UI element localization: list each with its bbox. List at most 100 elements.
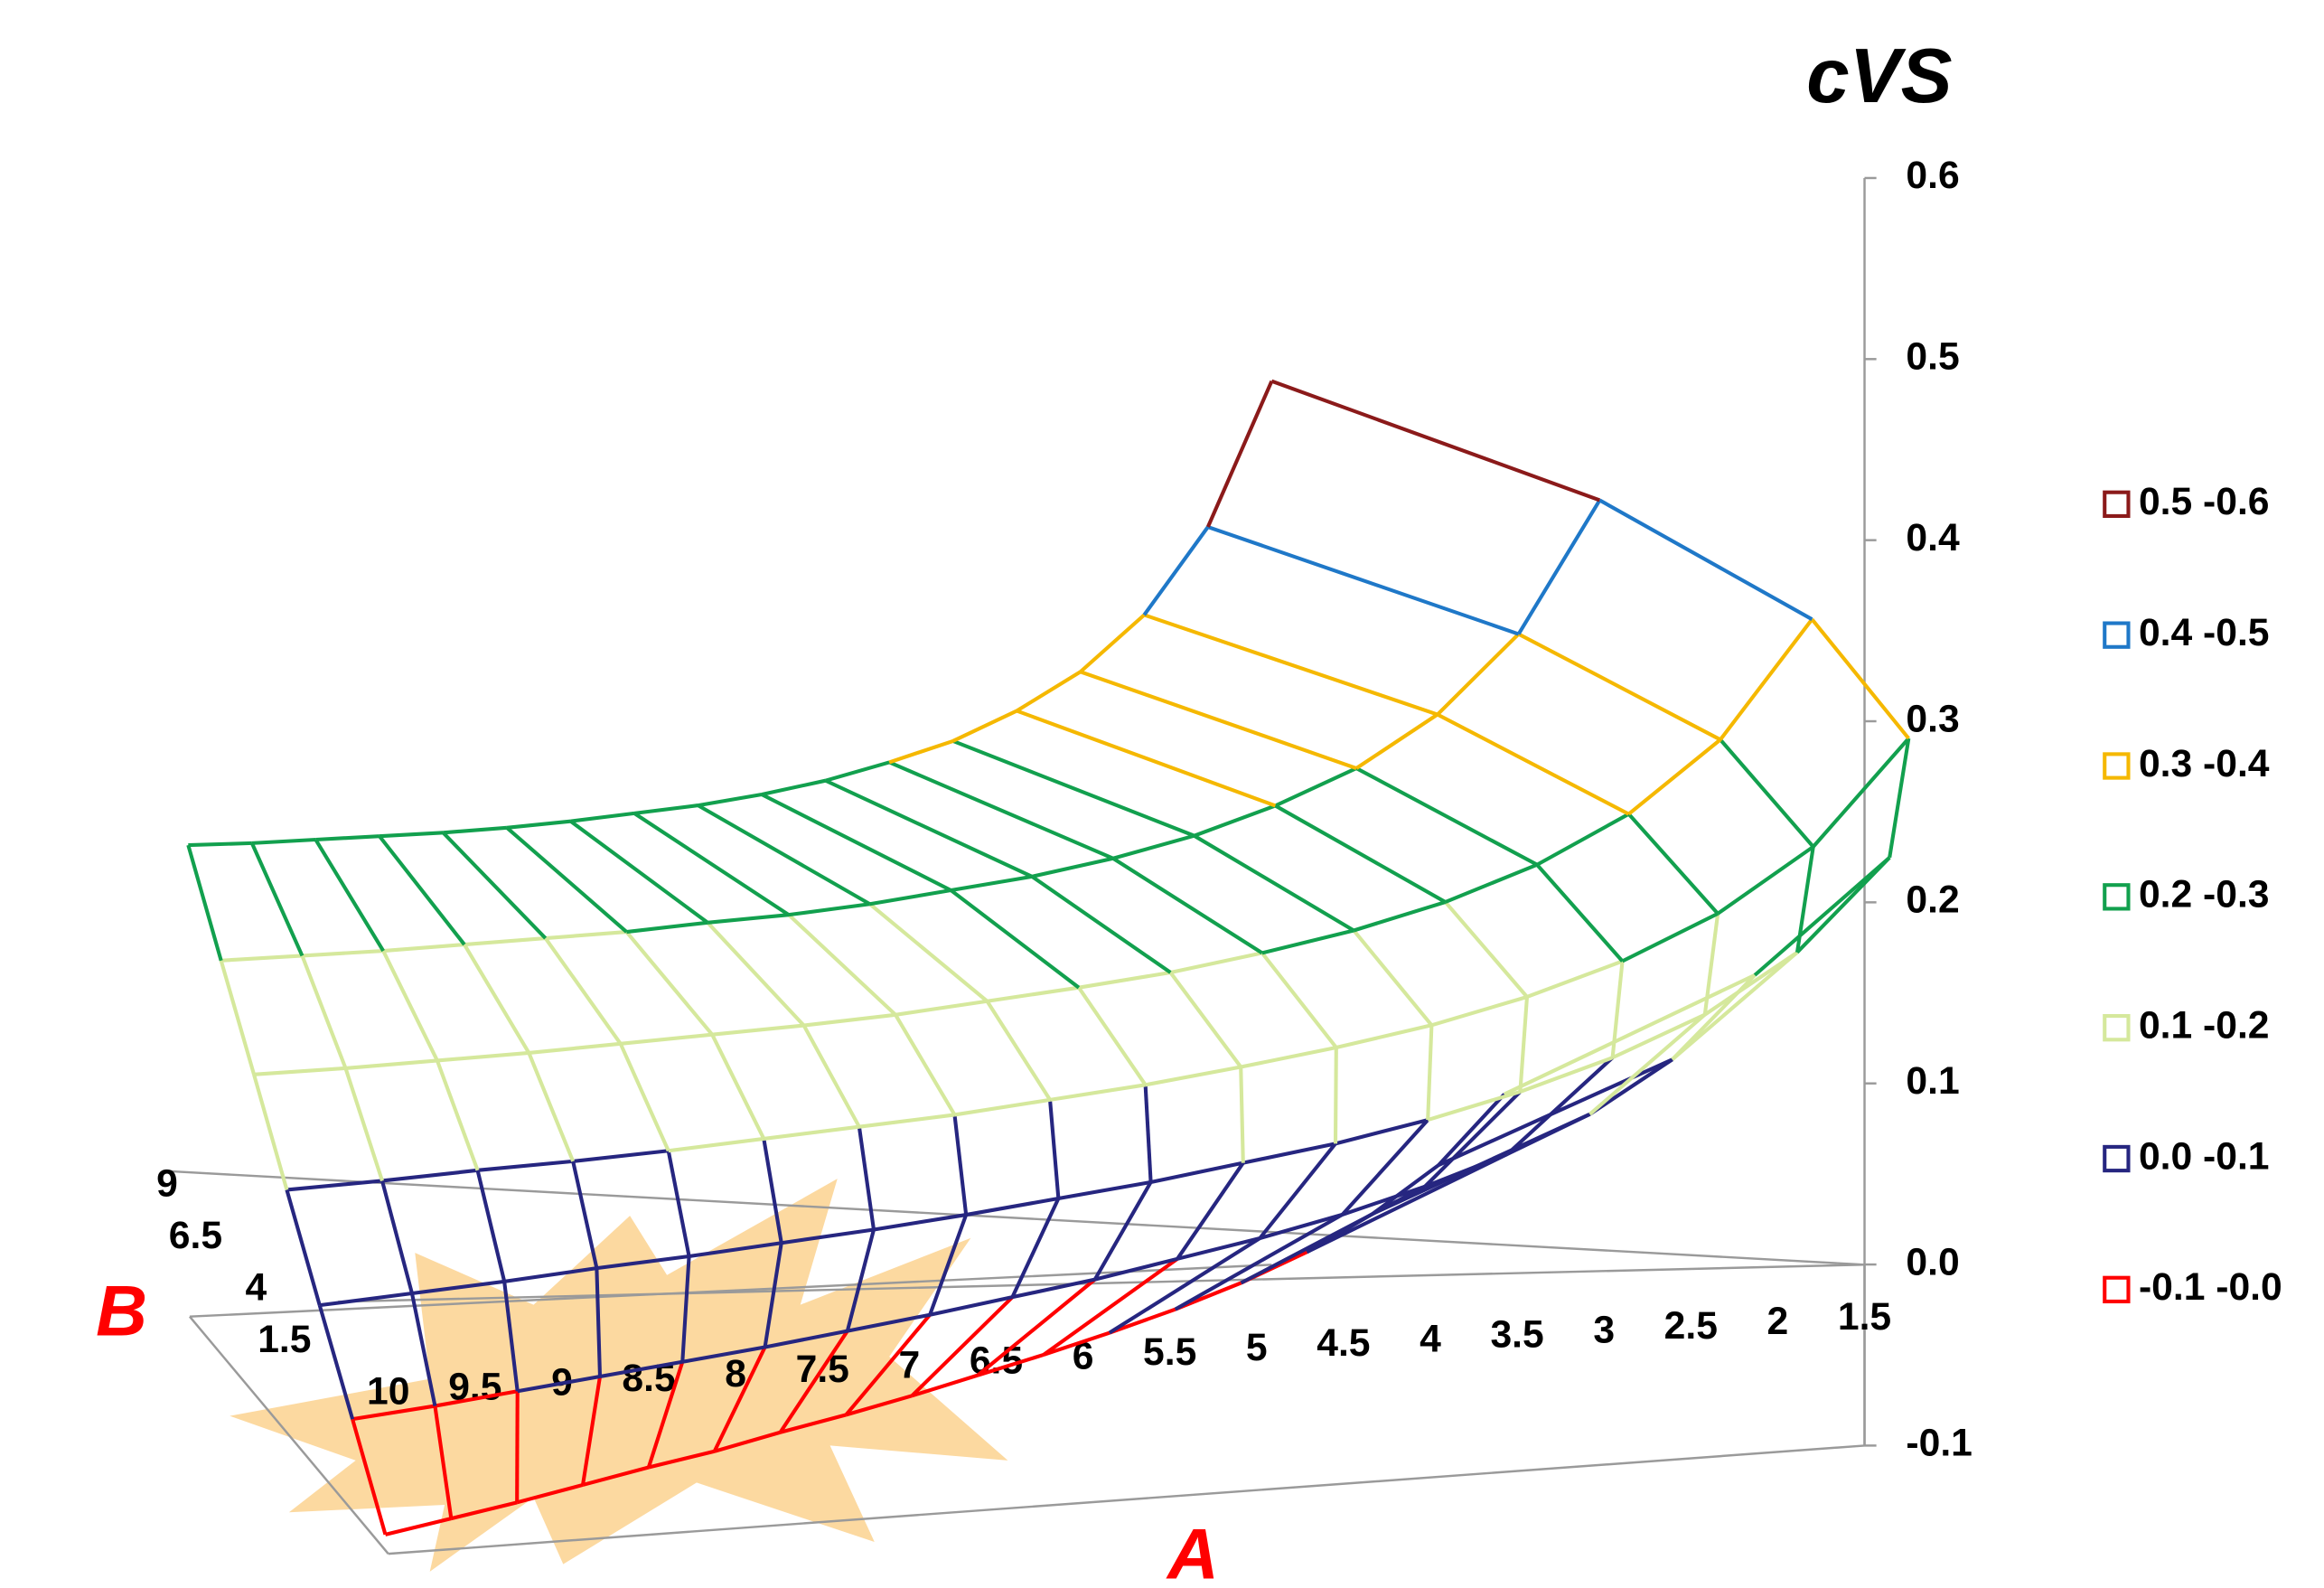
z-tick-label: 0.1 <box>1906 1059 1959 1103</box>
z-tick-label: 0.4 <box>1906 516 1960 559</box>
surface-segment <box>1425 1154 1507 1187</box>
x-tick-label: 3.5 <box>1490 1313 1543 1357</box>
surface-segment <box>895 1015 954 1115</box>
surface-segment <box>252 843 303 956</box>
surface-segment <box>1446 902 1527 997</box>
surface-segment <box>1335 1120 1428 1143</box>
surface-segment <box>1629 814 1719 914</box>
surface-segment <box>1527 961 1623 997</box>
surface-segment <box>951 877 1032 890</box>
y-tick-label: 4 <box>246 1265 267 1309</box>
surface-segment <box>712 1026 803 1035</box>
surface-segment <box>571 822 708 923</box>
surface-segment <box>464 944 529 1053</box>
x-tick-label: 4 <box>1420 1317 1441 1360</box>
surface-segment <box>1208 527 1519 634</box>
surface-segment <box>954 1114 966 1215</box>
surface-segment <box>1113 836 1195 859</box>
surface-segment <box>1050 1085 1146 1100</box>
surface-segment <box>302 951 383 955</box>
y-tick-label: 1.5 <box>258 1318 311 1361</box>
surface-segment <box>1262 930 1354 953</box>
legend-label: 0.3 -0.4 <box>2139 742 2270 785</box>
x-tick-label: 1.5 <box>1838 1295 1891 1339</box>
surface-segment <box>954 1100 1050 1115</box>
x-tick-label: 2.5 <box>1664 1304 1718 1348</box>
surface-segment <box>1537 814 1628 865</box>
surface-segment <box>546 938 621 1044</box>
surface-segment <box>1079 988 1146 1085</box>
surface-segment <box>951 890 1079 988</box>
legend-swatch <box>2104 754 2128 777</box>
surface-segment <box>546 932 627 938</box>
surface-segment <box>930 1297 1012 1315</box>
surface-segment <box>221 955 303 960</box>
surface-segment <box>1356 715 1438 768</box>
surface-segment <box>859 1114 955 1126</box>
surface-segment <box>1438 634 1519 715</box>
surface-segment <box>221 961 254 1075</box>
surface-segment <box>1507 1114 1589 1154</box>
surface-segment <box>1354 930 1431 1025</box>
surface-segment <box>634 805 698 813</box>
surface-segment <box>1195 805 1276 835</box>
surface-segment <box>188 843 252 845</box>
z-tick-label: 0.2 <box>1906 879 1959 922</box>
legend-label: -0.1 -0.0 <box>2139 1265 2282 1309</box>
surface-segment <box>1271 381 1599 501</box>
surface-segment <box>1705 953 1797 1015</box>
y-axis-label: B <box>96 1272 147 1351</box>
surface-segment <box>1629 739 1720 813</box>
surface-segment <box>345 1060 436 1067</box>
surface-segment <box>987 988 1078 1001</box>
surface-segment <box>464 938 546 944</box>
legend-swatch <box>2104 624 2128 647</box>
surface-segment <box>1146 1085 1151 1182</box>
z-tick-label: 0.0 <box>1906 1240 1959 1283</box>
x-tick-label: 4.5 <box>1317 1321 1370 1365</box>
surface-segment <box>573 1161 596 1268</box>
surface-segment <box>1170 973 1241 1067</box>
surface-segment <box>478 1161 574 1170</box>
surface-segment <box>188 845 220 961</box>
surface-segment <box>315 840 383 951</box>
surface-segment <box>302 955 345 1068</box>
surface-segment <box>383 944 464 951</box>
surface-segment <box>252 840 316 843</box>
surface-segment <box>874 1215 966 1229</box>
surface-segment <box>1438 715 1629 814</box>
z-tick-label: 0.5 <box>1906 335 1959 379</box>
surface-segment <box>1354 902 1445 930</box>
surface-segment <box>712 1035 764 1139</box>
surface-segment <box>1275 768 1356 805</box>
surface-segment <box>1720 619 1812 739</box>
surface-segment <box>1144 527 1208 615</box>
surface-segment <box>826 781 1033 877</box>
surface-segment <box>669 1151 689 1256</box>
surface-segment <box>1241 1067 1243 1163</box>
x-tick-label: 5 <box>1246 1326 1268 1369</box>
surface-segment <box>529 1053 573 1161</box>
surface-segment <box>1017 672 1081 710</box>
page: {"chart_data": { "type": "surface", "tit… <box>0 0 2324 1588</box>
surface-segment <box>762 794 951 890</box>
legend-label: 0.2 -0.3 <box>2139 873 2270 916</box>
surface-segment <box>804 1026 859 1127</box>
surface-segment <box>1335 1048 1336 1143</box>
legend-swatch <box>2104 885 2128 908</box>
surface-segment <box>1336 1025 1432 1048</box>
legend-swatch <box>2104 1016 2128 1039</box>
surface-segment <box>1623 914 1719 962</box>
z-tick-label: -0.1 <box>1906 1422 1972 1465</box>
surface-segment <box>870 904 988 1001</box>
surface-segment <box>762 781 826 794</box>
surface-segment <box>382 1170 478 1181</box>
surface-segment <box>1081 672 1356 768</box>
surface-segment <box>1032 877 1170 973</box>
surface-segment <box>708 923 803 1026</box>
surface-segment <box>1720 739 1813 847</box>
x-tick-label: 3 <box>1593 1309 1615 1352</box>
surface-segment <box>621 1044 669 1151</box>
surface-segment <box>1519 500 1600 634</box>
surface-segment <box>571 813 635 822</box>
